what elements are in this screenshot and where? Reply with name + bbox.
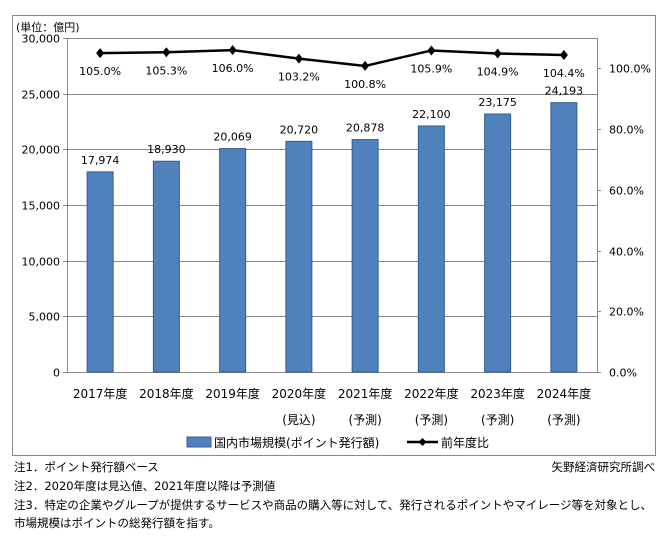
bar-value-label: 23,175 bbox=[478, 96, 517, 109]
left-tick-label: 30,000 bbox=[22, 33, 61, 46]
note-3-cont: 市場規模はポイントの総発行額を指す。 bbox=[14, 516, 220, 530]
left-tick-label: 15,000 bbox=[22, 200, 61, 213]
bar bbox=[484, 113, 512, 373]
right-tick-label: 20.0% bbox=[609, 306, 644, 319]
category-label: 2018年度 bbox=[139, 386, 194, 401]
bar-value-label: 20,878 bbox=[346, 122, 385, 135]
ratio-label: 100.8% bbox=[344, 78, 386, 91]
right-tick-label: 100.0% bbox=[609, 63, 651, 76]
bar bbox=[351, 139, 379, 373]
ratio-point bbox=[162, 47, 171, 58]
ratio-label: 104.9% bbox=[477, 65, 519, 78]
bar bbox=[152, 160, 180, 373]
bar-value-label: 24,193 bbox=[545, 85, 584, 98]
ratio-line bbox=[100, 48, 564, 68]
legend-bar-swatch bbox=[186, 436, 212, 448]
category-label: 2023年度 bbox=[470, 386, 525, 401]
category-label: 2021年度 bbox=[338, 386, 393, 401]
ratio-label: 105.9% bbox=[410, 62, 452, 75]
left-tick-label: 5,000 bbox=[29, 311, 61, 324]
bar-value-label: 20,069 bbox=[213, 131, 252, 144]
ratio-label: 106.0% bbox=[212, 62, 254, 75]
ratio-label: 105.0% bbox=[79, 65, 121, 78]
bar-value-label: 17,974 bbox=[81, 154, 120, 167]
chart-frame bbox=[12, 15, 656, 456]
category-sublabel: (見込) bbox=[282, 413, 315, 427]
bar bbox=[550, 102, 578, 373]
right-tick-label: 0.0% bbox=[609, 367, 637, 380]
ratio-label: 103.2% bbox=[278, 71, 320, 84]
right-tick-label: 40.0% bbox=[609, 246, 644, 259]
legend-line-label: 前年度比 bbox=[441, 435, 489, 450]
ratio-point bbox=[559, 50, 568, 61]
note-2: 注2．2020年度は見込値、2021年度以降は予測値 bbox=[14, 479, 276, 493]
category-sublabel: (予測) bbox=[547, 413, 580, 427]
category-sublabel: (予測) bbox=[481, 413, 514, 427]
category-label: 2022年度 bbox=[404, 386, 459, 401]
right-tick-label: 60.0% bbox=[609, 185, 644, 198]
unit-label: (単位：億円) bbox=[16, 20, 80, 34]
ratio-point bbox=[361, 60, 370, 71]
category-label: 2017年度 bbox=[73, 386, 128, 401]
note-1: 注1．ポイント発行額ベース bbox=[14, 460, 159, 474]
bar bbox=[86, 171, 114, 373]
ratio-label: 104.4% bbox=[543, 67, 585, 80]
ratio-point bbox=[294, 53, 303, 64]
category-label: 2024年度 bbox=[537, 386, 592, 401]
legend: 国内市場規模(ポイント発行額) 前年度比 bbox=[186, 435, 489, 450]
bar-value-label: 20,720 bbox=[280, 123, 319, 136]
category-label: 2019年度 bbox=[205, 386, 260, 401]
left-tick-label: 20,000 bbox=[22, 144, 61, 157]
left-tick-label: 10,000 bbox=[22, 256, 61, 269]
ratio-label: 105.3% bbox=[145, 64, 187, 77]
legend-line-marker bbox=[418, 438, 427, 446]
bar-value-label: 22,100 bbox=[412, 108, 451, 121]
source-label: 矢野経済研究所調べ bbox=[551, 460, 656, 474]
bar bbox=[219, 148, 247, 373]
category-sublabel: (予測) bbox=[415, 413, 448, 427]
left-tick-label: 0 bbox=[53, 367, 60, 380]
ratio-point bbox=[228, 45, 237, 56]
bar-value-label: 18,930 bbox=[147, 143, 186, 156]
chart-svg: (単位：億円) 17,974 18,930 20,069 20,720 20,878 22… bbox=[12, 15, 656, 456]
note-3: 注3．特定の企業やグループが提供するサービスや商品の購入等に対して、発行されるポ… bbox=[14, 498, 652, 512]
bar bbox=[285, 140, 313, 373]
legend-bar-label: 国内市場規模(ポイント発行額) bbox=[214, 435, 379, 450]
category-label: 2020年度 bbox=[272, 386, 327, 401]
left-tick-label: 25,000 bbox=[22, 89, 61, 102]
ratio-point bbox=[427, 45, 436, 56]
category-sublabel: (予測) bbox=[348, 413, 381, 427]
bar bbox=[417, 125, 445, 373]
ratio-point bbox=[96, 48, 105, 59]
right-tick-label: 80.0% bbox=[609, 124, 644, 137]
ratio-point bbox=[493, 48, 502, 59]
